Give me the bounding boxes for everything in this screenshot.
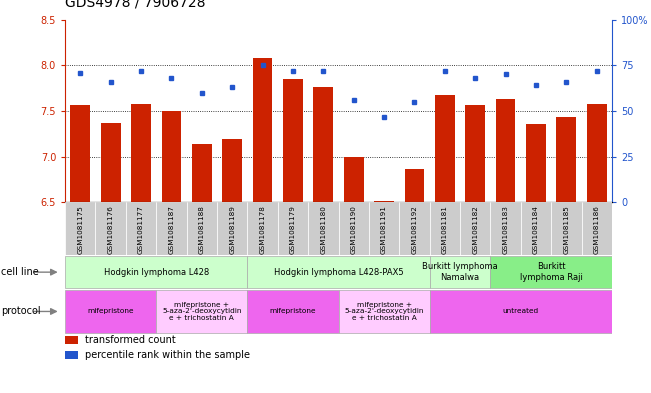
Text: GSM1081180: GSM1081180 — [320, 205, 326, 254]
Text: percentile rank within the sample: percentile rank within the sample — [85, 350, 250, 360]
Text: GDS4978 / 7906728: GDS4978 / 7906728 — [65, 0, 206, 10]
Bar — [339, 290, 430, 333]
Text: GSM1081190: GSM1081190 — [351, 205, 357, 254]
Text: GSM1081182: GSM1081182 — [472, 205, 478, 254]
Bar — [192, 144, 212, 202]
Bar — [161, 111, 181, 202]
Bar — [374, 200, 394, 202]
Text: GSM1081183: GSM1081183 — [503, 205, 508, 254]
Text: GSM1081189: GSM1081189 — [229, 205, 235, 254]
Bar — [126, 202, 156, 255]
Text: GSM1081181: GSM1081181 — [442, 205, 448, 254]
Bar — [557, 118, 576, 202]
Text: mifepristone: mifepristone — [270, 309, 316, 314]
Bar — [187, 202, 217, 255]
Bar — [430, 290, 612, 333]
Text: GSM1081191: GSM1081191 — [381, 205, 387, 254]
Bar — [253, 58, 272, 202]
Bar — [101, 123, 120, 202]
Text: mifepristone: mifepristone — [87, 309, 134, 314]
Bar — [65, 351, 77, 359]
Bar — [490, 202, 521, 255]
Bar — [132, 104, 151, 202]
Text: GSM1081185: GSM1081185 — [563, 205, 570, 254]
Text: mifepristone +
5-aza-2'-deoxycytidin
e + trichostatin A: mifepristone + 5-aza-2'-deoxycytidin e +… — [162, 302, 242, 321]
Bar — [217, 202, 247, 255]
Text: GSM1081187: GSM1081187 — [169, 205, 174, 254]
Bar — [399, 202, 430, 255]
Bar — [65, 336, 77, 344]
Text: Burkitt
lymphoma Raji: Burkitt lymphoma Raji — [519, 263, 583, 282]
Text: GSM1081184: GSM1081184 — [533, 205, 539, 254]
Bar — [247, 202, 278, 255]
Bar — [435, 95, 454, 202]
Text: transformed count: transformed count — [85, 335, 176, 345]
Bar — [526, 124, 546, 202]
Bar — [587, 104, 607, 202]
Bar — [313, 87, 333, 202]
Bar — [247, 290, 339, 333]
Bar — [344, 157, 363, 202]
Bar — [222, 140, 242, 202]
Bar — [70, 105, 90, 202]
Bar — [156, 290, 247, 333]
Text: untreated: untreated — [503, 309, 539, 314]
Bar — [96, 202, 126, 255]
Bar — [460, 202, 490, 255]
Bar — [65, 256, 247, 288]
Text: GSM1081177: GSM1081177 — [138, 205, 144, 254]
Text: GSM1081178: GSM1081178 — [260, 205, 266, 254]
Bar — [490, 256, 612, 288]
Text: GSM1081186: GSM1081186 — [594, 205, 600, 254]
Bar — [308, 202, 339, 255]
Bar — [278, 202, 308, 255]
Text: Hodgkin lymphoma L428: Hodgkin lymphoma L428 — [104, 268, 209, 277]
Text: Hodgkin lymphoma L428-PAX5: Hodgkin lymphoma L428-PAX5 — [273, 268, 404, 277]
Bar — [581, 202, 612, 255]
Text: Burkitt lymphoma
Namalwa: Burkitt lymphoma Namalwa — [422, 263, 498, 282]
Text: GSM1081179: GSM1081179 — [290, 205, 296, 254]
Text: mifepristone +
5-aza-2'-deoxycytidin
e + trichostatin A: mifepristone + 5-aza-2'-deoxycytidin e +… — [344, 302, 424, 321]
Text: GSM1081188: GSM1081188 — [199, 205, 205, 254]
Bar — [156, 202, 187, 255]
Bar — [369, 202, 399, 255]
Bar — [65, 290, 156, 333]
Bar — [521, 202, 551, 255]
Text: protocol: protocol — [1, 307, 40, 316]
Bar — [283, 79, 303, 202]
Bar — [65, 202, 96, 255]
Text: GSM1081175: GSM1081175 — [77, 205, 83, 254]
Bar — [465, 105, 485, 202]
Bar — [247, 256, 430, 288]
Bar — [430, 202, 460, 255]
Text: GSM1081176: GSM1081176 — [107, 205, 114, 254]
Bar — [404, 169, 424, 202]
Bar — [430, 256, 490, 288]
Bar — [339, 202, 369, 255]
Bar — [551, 202, 581, 255]
Bar — [496, 99, 516, 202]
Text: cell line: cell line — [1, 267, 38, 277]
Text: GSM1081192: GSM1081192 — [411, 205, 417, 254]
